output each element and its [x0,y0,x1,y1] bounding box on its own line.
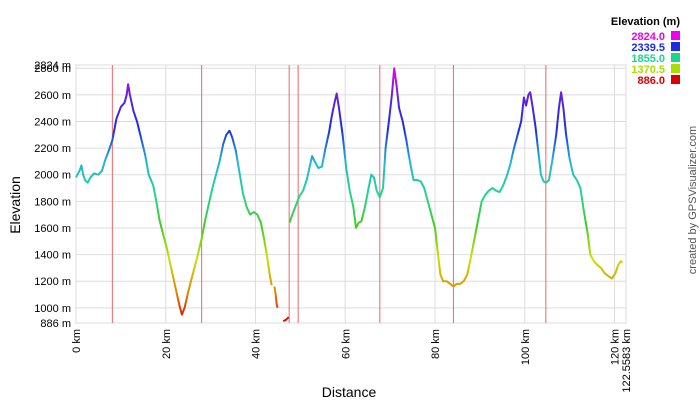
y-tick-label: 1400 m [34,250,71,262]
x-tick-label: 120 km [610,329,622,365]
legend-entry-label: 1855.0 [631,53,665,65]
x-axis-tick-labels: 0 km 20 km 40 km 60 km 80 km 100 km 120 km 122.… [71,329,633,393]
y-tick-label: 886 m [40,318,71,330]
x-tick-label: 60 km [340,329,352,359]
x-tick-label: 20 km [161,329,173,359]
y-gridlines [76,64,626,324]
y-tick-label: 2000 m [34,170,71,182]
x-tick-label: 100 km [520,329,532,365]
vertical-markers [111,65,547,323]
credit-text: created by GPSVisualizer.com [687,126,699,274]
y-tick-label: 2824 m [34,60,71,72]
y-tick-label: 2200 m [34,143,71,155]
x-gridlines [75,65,627,323]
legend-swatch [671,31,680,40]
legend-swatch [671,42,680,51]
legend-entry-label: 2824.0 [631,31,665,43]
y-axis-tick-labels: 886 m 1000 m 1200 m 1400 m 1600 m 1800 m 2000 … [34,60,71,330]
y-tick-label: 1000 m [34,303,71,315]
elevation-segment [282,316,290,323]
x-tick-label: 122.5583 km [621,329,633,393]
legend-swatch [671,64,680,73]
legend-swatch [671,75,680,84]
elevation-segment [288,67,624,288]
elevation-segment [273,286,279,309]
legend: Elevation (m) 2824.02339.51855.01370.588… [611,16,680,87]
y-tick-label: 1600 m [34,223,71,235]
x-axis-title: Distance [322,384,377,400]
x-tick-label: 80 km [430,329,442,359]
y-tick-label: 1200 m [34,276,71,288]
legend-entry-label: 1370.5 [631,64,665,76]
legend-entry-label: 886.0 [637,75,665,87]
y-tick-label: 2800 m [34,63,71,75]
y-tick-label: 2400 m [34,116,71,128]
y-tick-label: 2600 m [34,90,71,102]
y-tick-label: 1800 m [34,196,71,208]
y-axis-title: Elevation [7,176,23,234]
legend-title: Elevation (m) [611,16,680,28]
legend-entry-label: 2339.5 [631,42,665,54]
elevation-segment [75,83,273,316]
elevation-profile [75,67,624,323]
x-tick-label: 0 km [71,329,83,353]
x-tick-label: 40 km [251,329,263,359]
legend-swatch [671,53,680,62]
